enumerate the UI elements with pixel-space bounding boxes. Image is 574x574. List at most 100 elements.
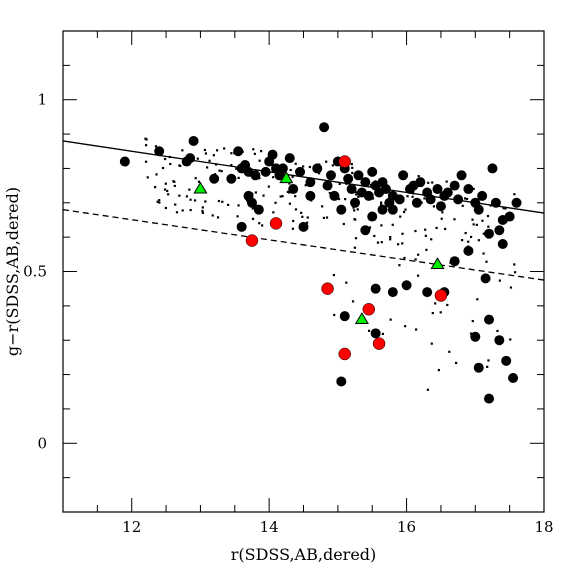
small-dot bbox=[445, 180, 448, 183]
black-point bbox=[425, 194, 436, 205]
red-point bbox=[245, 234, 259, 247]
small-dot bbox=[301, 215, 304, 218]
small-dot bbox=[356, 208, 359, 211]
black-point bbox=[339, 311, 350, 322]
black-point bbox=[394, 194, 405, 205]
y-tick-label: 0.5 bbox=[23, 263, 47, 281]
small-dot bbox=[437, 369, 440, 372]
black-point bbox=[305, 177, 316, 188]
black-point bbox=[504, 211, 515, 222]
small-dot bbox=[475, 223, 478, 226]
small-dot bbox=[472, 223, 475, 226]
small-dot bbox=[204, 152, 208, 155]
small-dot bbox=[471, 319, 474, 323]
black-point bbox=[387, 204, 398, 215]
small-dot bbox=[294, 208, 298, 211]
small-dot bbox=[427, 181, 430, 184]
small-dot bbox=[274, 201, 277, 204]
small-dot bbox=[185, 195, 188, 198]
small-dot bbox=[144, 144, 148, 147]
small-dot bbox=[414, 258, 417, 261]
small-dot bbox=[331, 164, 334, 167]
small-dot bbox=[453, 218, 456, 221]
small-dot bbox=[403, 256, 406, 260]
small-dot bbox=[404, 208, 407, 211]
small-dot bbox=[351, 171, 354, 175]
small-dot bbox=[469, 332, 473, 335]
black-point bbox=[226, 173, 237, 184]
small-dot bbox=[163, 188, 167, 191]
black-point bbox=[463, 245, 474, 256]
small-dot bbox=[201, 211, 205, 214]
small-dot bbox=[354, 237, 358, 240]
small-dot bbox=[357, 195, 360, 199]
small-dot bbox=[161, 166, 165, 170]
black-point bbox=[353, 170, 364, 181]
black-point bbox=[387, 287, 398, 298]
black-point bbox=[236, 221, 247, 232]
black-point bbox=[360, 225, 371, 236]
black-point bbox=[453, 194, 464, 205]
small-dot bbox=[300, 211, 303, 214]
black-point bbox=[312, 163, 323, 174]
small-dot bbox=[181, 149, 184, 152]
black-point bbox=[487, 163, 498, 174]
black-point bbox=[350, 197, 361, 208]
small-dot bbox=[464, 231, 467, 235]
small-dot bbox=[252, 148, 255, 151]
small-dot bbox=[306, 216, 309, 219]
small-dot bbox=[204, 200, 207, 203]
black-point bbox=[484, 314, 495, 325]
small-dot bbox=[350, 163, 353, 166]
black-point bbox=[246, 197, 257, 208]
small-dot bbox=[208, 159, 211, 162]
small-dot bbox=[426, 388, 429, 391]
small-dot bbox=[353, 218, 356, 221]
small-dot bbox=[168, 155, 171, 159]
small-dot bbox=[173, 184, 176, 188]
black-point bbox=[473, 362, 484, 373]
black-point bbox=[463, 184, 474, 195]
small-dot bbox=[251, 217, 255, 220]
black-point bbox=[325, 170, 336, 181]
black-point bbox=[363, 190, 374, 201]
x-tick-label: 12 bbox=[122, 518, 141, 536]
small-dot bbox=[414, 229, 417, 233]
black-point bbox=[484, 228, 495, 239]
small-dot bbox=[205, 166, 209, 169]
small-dot bbox=[487, 359, 490, 362]
small-dot bbox=[287, 191, 291, 194]
small-dot bbox=[262, 194, 265, 197]
black-point bbox=[295, 166, 306, 177]
black-point bbox=[449, 256, 460, 267]
small-dot bbox=[411, 195, 414, 198]
small-dot bbox=[221, 200, 224, 203]
black-point bbox=[360, 177, 371, 188]
small-dot bbox=[321, 205, 324, 208]
small-dot bbox=[267, 185, 270, 188]
black-point bbox=[260, 166, 271, 177]
small-dot bbox=[373, 234, 376, 238]
small-dot bbox=[412, 192, 415, 195]
small-dot bbox=[441, 211, 444, 214]
black-point bbox=[119, 156, 130, 167]
red-point bbox=[362, 303, 376, 316]
small-dot bbox=[178, 164, 181, 167]
small-dot bbox=[258, 159, 261, 162]
small-dot bbox=[155, 173, 158, 176]
black-point bbox=[497, 239, 508, 250]
small-dot bbox=[352, 206, 355, 209]
small-dot bbox=[431, 311, 434, 315]
black-point bbox=[415, 177, 426, 188]
small-dot bbox=[272, 176, 275, 179]
small-dot bbox=[189, 198, 192, 201]
black-point bbox=[398, 170, 409, 181]
small-dot bbox=[344, 198, 347, 201]
small-dot bbox=[380, 201, 383, 204]
small-dot bbox=[251, 207, 254, 210]
small-dot bbox=[489, 204, 492, 207]
black-point bbox=[284, 153, 295, 164]
small-dot bbox=[430, 342, 433, 345]
small-dot bbox=[367, 329, 371, 332]
small-dot bbox=[380, 241, 383, 244]
